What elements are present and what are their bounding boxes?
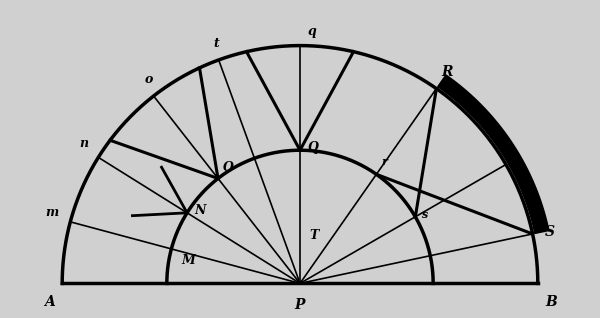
- Text: A: A: [44, 295, 55, 309]
- Polygon shape: [438, 75, 549, 233]
- Text: q: q: [307, 25, 316, 38]
- Text: n: n: [80, 137, 89, 150]
- Text: B: B: [545, 295, 557, 309]
- Text: S: S: [545, 225, 554, 238]
- Text: M: M: [181, 254, 195, 267]
- Text: r: r: [381, 156, 387, 167]
- Text: s: s: [422, 209, 429, 220]
- Text: m: m: [45, 206, 58, 219]
- Text: T: T: [310, 229, 319, 242]
- Text: t: t: [214, 38, 219, 51]
- Text: N: N: [194, 204, 206, 217]
- Text: R: R: [441, 65, 452, 79]
- Text: Q: Q: [307, 141, 318, 154]
- Text: o: o: [145, 73, 153, 86]
- Text: O: O: [223, 161, 233, 174]
- Text: P: P: [295, 298, 305, 312]
